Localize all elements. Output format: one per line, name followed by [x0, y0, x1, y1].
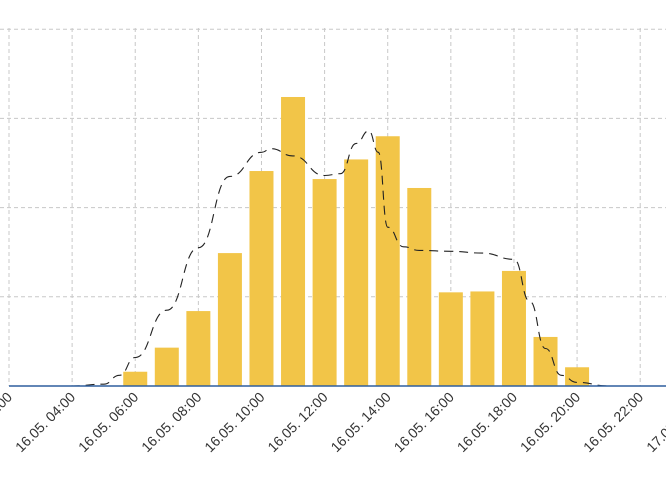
bar: [312, 179, 337, 386]
bar: [249, 171, 274, 386]
bar: [407, 187, 432, 386]
x-tick-label: 16.05. 18:00: [454, 389, 521, 456]
x-tick-label: 16.05. 08:00: [138, 389, 205, 456]
bar: [565, 367, 590, 386]
bar: [438, 292, 463, 386]
bar: [470, 291, 495, 386]
bar: [344, 159, 369, 386]
lines: [9, 130, 666, 387]
bar: [186, 311, 211, 386]
x-tick-label: 16.05. 12:00: [264, 389, 331, 456]
x-tick-label: 16.05. 20:00: [517, 389, 584, 456]
bar: [533, 336, 558, 386]
bar: [217, 253, 242, 386]
x-tick-label: 16.05. 04:00: [12, 389, 79, 456]
bar: [375, 136, 400, 386]
x-tick-label: 16.05. 14:00: [327, 389, 394, 456]
bar: [501, 270, 526, 386]
bar: [281, 96, 306, 386]
x-tick-label: 16.05. 16:00: [391, 389, 458, 456]
x-tick-label: 16.05. 06:00: [75, 389, 142, 456]
bars: [123, 96, 590, 386]
x-tick-label: 17.05. 00:00: [643, 389, 666, 456]
bar: [154, 347, 179, 386]
bar: [123, 371, 148, 386]
expected-line: [40, 130, 666, 387]
x-tick-label: 16.05. 10:00: [201, 389, 268, 456]
x-tick-label: 16.05. 22:00: [580, 389, 647, 456]
